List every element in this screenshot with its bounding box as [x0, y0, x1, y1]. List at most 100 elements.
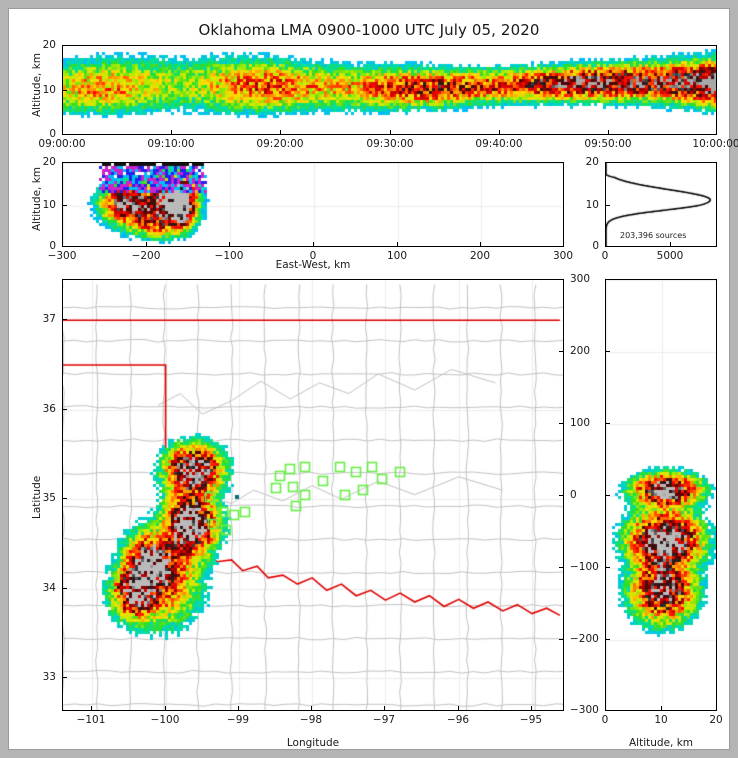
p-map-tick	[559, 351, 564, 352]
p-hist-tick-label: 10	[585, 199, 599, 211]
p-map-tick	[62, 588, 67, 589]
p-map-tick	[311, 706, 312, 711]
p-hist-tick	[605, 246, 610, 247]
p-th-tick	[390, 130, 391, 135]
altitude-histogram-curve	[606, 163, 716, 246]
p-map-tick-label: −99	[226, 714, 250, 726]
map-ylabel: Latitude	[31, 475, 43, 519]
time-height-density-plot	[63, 46, 716, 134]
p-ew-tick-label: −100	[214, 250, 244, 262]
p-map-tick-label: −300	[570, 704, 599, 716]
panel-time-height[interactable]	[62, 45, 717, 135]
p-ew-tick	[62, 162, 67, 163]
p-ew-tick-label: 100	[386, 250, 408, 262]
p-map-tick	[62, 677, 67, 678]
lma-station-markers	[63, 280, 563, 710]
p-map-tick	[91, 706, 92, 711]
p-map-tick	[62, 409, 67, 410]
p-map-tick-label: 34	[42, 582, 56, 594]
p-ns-tick	[661, 706, 662, 711]
p-map-tick	[559, 567, 564, 568]
p-map-tick	[531, 706, 532, 711]
p-map-tick-label: 100	[570, 417, 591, 429]
p-map-tick-label: −100	[570, 561, 599, 573]
p-ew-tick	[313, 242, 314, 247]
p-ns-tick-label: 20	[709, 714, 723, 726]
p-map-tick-label: 36	[42, 403, 56, 415]
p-th-tick	[62, 45, 67, 46]
p-map-tick	[559, 710, 564, 711]
p-map-tick	[384, 706, 385, 711]
p-map-tick-label: −97	[372, 714, 396, 726]
p-ew-tick-label: 300	[552, 250, 574, 262]
north-south-xlabel: Altitude, km	[628, 737, 694, 749]
p-th-tick	[716, 130, 717, 135]
p-ew-tick	[62, 242, 63, 247]
p-th-tick	[608, 130, 609, 135]
p-ns-tick	[605, 639, 610, 640]
figure-canvas: Oklahoma LMA 0900-1000 UTC July 05, 2020…	[8, 8, 738, 750]
source-count-annotation: 203,396 sources	[620, 231, 687, 240]
p-map-tick-label: 35	[42, 492, 56, 504]
p-th-tick	[62, 90, 67, 91]
p-ew-tick-label: 20	[42, 156, 56, 168]
p-th-tick	[280, 130, 281, 135]
figure-title: Oklahoma LMA 0900-1000 UTC July 05, 2020	[198, 21, 540, 39]
p-th-tick-label: 09:10:00	[147, 138, 195, 150]
p-map-tick	[559, 639, 564, 640]
p-ns-tick	[605, 706, 606, 711]
p-ns-tick-label: 0	[601, 714, 609, 726]
p-ns-tick	[716, 706, 717, 711]
p-map-tick-label: 200	[570, 345, 591, 357]
p-th-tick-label: 10:00:00	[692, 138, 738, 150]
east-west-xlabel: East-West, km	[275, 259, 351, 271]
panel-altitude-histogram[interactable]: 203,396 sources	[605, 162, 717, 247]
panel-east-west-height[interactable]	[62, 162, 564, 247]
p-ew-tick-label: 0	[49, 240, 56, 252]
p-ew-tick-label: 0	[309, 250, 317, 262]
p-hist-tick	[605, 162, 610, 163]
p-th-tick-label: 09:30:00	[366, 138, 414, 150]
p-th-tick-label: 10	[42, 84, 56, 96]
p-map-tick	[62, 498, 67, 499]
panel-north-south-height[interactable]	[605, 279, 717, 711]
p-map-tick	[559, 279, 564, 280]
p-map-tick-label: −101	[76, 714, 106, 726]
p-ew-tick-label: −200	[131, 250, 161, 262]
p-map-tick	[458, 706, 459, 711]
north-south-density-plot	[606, 280, 716, 710]
p-ew-tick	[62, 205, 67, 206]
p-map-tick-label: −98	[299, 714, 323, 726]
p-ew-tick	[146, 242, 147, 247]
p-ns-tick	[605, 710, 610, 711]
p-map-tick	[165, 706, 166, 711]
p-ew-tick	[480, 242, 481, 247]
p-th-tick	[62, 134, 67, 135]
p-hist-tick	[670, 242, 671, 247]
east-west-density-plot	[63, 163, 563, 246]
panel-plan-view-map[interactable]	[62, 279, 564, 711]
p-th-tick	[499, 130, 500, 135]
p-map-tick-label: −200	[570, 633, 599, 645]
p-map-tick-label: 0	[570, 489, 577, 501]
p-hist-tick	[605, 205, 610, 206]
p-hist-tick-label: 5000	[656, 250, 684, 262]
p-ns-tick	[605, 495, 610, 496]
p-ew-tick-label: −300	[47, 250, 77, 262]
p-ew-tick-label: 10	[42, 199, 56, 211]
p-ew-tick-label: 200	[469, 250, 491, 262]
p-th-tick-label: 20	[42, 39, 56, 51]
p-hist-tick	[605, 242, 606, 247]
p-hist-tick-label: 0	[601, 250, 609, 262]
p-ns-tick	[605, 279, 610, 280]
p-map-tick-label: 33	[42, 671, 56, 683]
p-ns-tick	[605, 351, 610, 352]
p-th-tick	[171, 130, 172, 135]
p-map-tick	[559, 495, 564, 496]
p-ew-tick	[229, 242, 230, 247]
east-west-ylabel: Altitude, km	[31, 166, 43, 231]
p-map-tick-label: −96	[446, 714, 470, 726]
p-th-tick-label: 09:40:00	[475, 138, 523, 150]
p-ns-tick	[605, 567, 610, 568]
p-hist-tick-label: 20	[585, 156, 599, 168]
